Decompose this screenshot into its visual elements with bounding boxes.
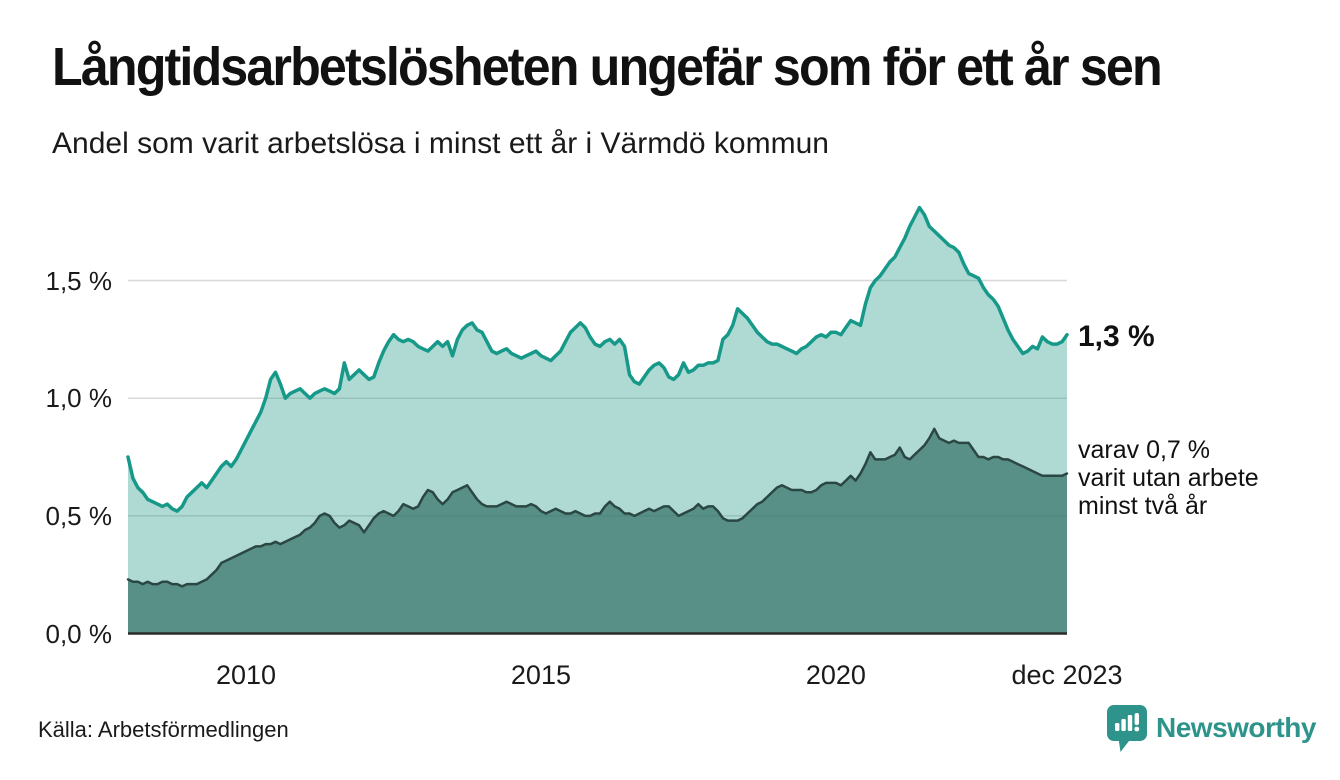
- y-axis-tick-label: 0,0 %: [45, 618, 113, 649]
- x-axis-tick-label: 2015: [510, 660, 571, 690]
- x-axis-tick-label: 2020: [805, 660, 866, 690]
- source-note: Källa: Arbetsförmedlingen: [38, 717, 289, 742]
- x-axis-tick-label: dec 2023: [1011, 660, 1123, 690]
- y-axis-tick-label: 1,5 %: [45, 265, 113, 296]
- newsworthy-wordmark: Newsworthy: [1156, 712, 1316, 743]
- page-title: Långtidsarbetslösheten ungefär som för e…: [52, 37, 1163, 97]
- latest-total-value-label: 1,3 %: [1078, 320, 1155, 353]
- y-axis-tick-label: 0,5 %: [45, 500, 113, 531]
- newsworthy-logo: Newsworthy: [1107, 705, 1316, 757]
- series-total-line: [126, 205, 1069, 513]
- newsworthy-bubble-icon: [1107, 705, 1147, 757]
- chart-subtitle: Andel som varit arbetslösa i minst ett å…: [52, 127, 829, 160]
- y-axis-tick-label: 1,0 %: [45, 383, 113, 414]
- series-two-year-area: [128, 428, 1067, 634]
- two-year-annotation: varav 0,7 % varit utan arbete minst två …: [1078, 436, 1259, 520]
- series-two-year-line: [126, 427, 1069, 588]
- x-axis-tick-label: 2010: [215, 660, 277, 690]
